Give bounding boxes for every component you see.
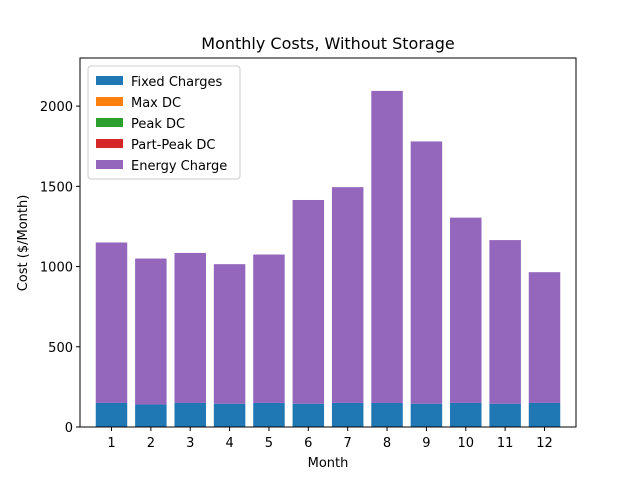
- x-tick-label: 12: [536, 436, 553, 451]
- legend-label-1: Max DC: [131, 96, 181, 111]
- bar-12-series-0: [528, 402, 561, 427]
- plot-frame: [79, 57, 577, 428]
- bar-1-series-0: [95, 402, 128, 427]
- bar-7-series-4: [331, 187, 364, 403]
- y-axis-label: Cost ($/Month): [16, 195, 31, 292]
- bar-4-series-4: [213, 264, 246, 404]
- x-tick-label: 9: [422, 436, 430, 451]
- bar-1-series-4: [95, 242, 128, 403]
- y-tick-label: 500: [48, 341, 73, 356]
- legend-swatch-4: [96, 160, 123, 169]
- legend-label-2: Peak DC: [131, 117, 185, 132]
- y-tick-label: 1500: [40, 180, 73, 195]
- legend: Fixed Charges Max DC Peak DC Part-Peak DC En…: [87, 65, 241, 180]
- bar-11-series-4: [489, 240, 521, 404]
- legend-label-4: Energy Charge: [131, 159, 227, 174]
- bar-5-series-4: [253, 254, 285, 403]
- legend-box: [87, 65, 241, 180]
- bar-11-series-0: [489, 403, 521, 427]
- x-tick-label: 10: [458, 436, 475, 451]
- legend-label-0: Fixed Charges: [131, 75, 222, 90]
- bar-4-series-0: [213, 403, 246, 427]
- legend-swatch-2: [96, 118, 123, 127]
- bar-8-series-0: [371, 402, 403, 427]
- x-tick-label: 3: [186, 436, 194, 451]
- bar-10-series-4: [450, 217, 482, 403]
- bar-6-series-0: [292, 403, 325, 427]
- bar-2-series-0: [135, 404, 167, 427]
- bar-9-series-0: [410, 403, 443, 427]
- bar-2-series-4: [135, 258, 167, 405]
- bar-10-series-0: [450, 402, 482, 427]
- y-tick-label: 0: [65, 421, 73, 436]
- y-tick-label: 2000: [40, 100, 73, 115]
- legend-swatch-1: [96, 97, 123, 106]
- legend-swatch-3: [96, 139, 123, 148]
- bar-7-series-0: [331, 402, 364, 427]
- bars-group: [95, 90, 561, 427]
- bar-12-series-4: [528, 272, 561, 403]
- bar-6-series-4: [292, 199, 325, 404]
- x-tick-label: 11: [497, 436, 514, 451]
- bar-3-series-4: [174, 252, 206, 403]
- legend-label-3: Part-Peak DC: [131, 138, 215, 153]
- bar-9-series-4: [410, 141, 443, 404]
- chart-title: Monthly Costs, Without Storage: [201, 34, 454, 53]
- bar-5-series-0: [253, 402, 285, 427]
- bar-8-series-4: [371, 90, 403, 403]
- bar-3-series-0: [174, 402, 206, 427]
- y-tick-label: 1000: [40, 261, 73, 276]
- x-tick-label: 7: [344, 436, 352, 451]
- legend-swatch-0: [96, 76, 123, 85]
- x-tick-label: 2: [147, 436, 155, 451]
- x-tick-label: 8: [383, 436, 391, 451]
- x-tick-label: 5: [265, 436, 273, 451]
- x-tick-label: 1: [107, 436, 115, 451]
- x-tick-label: 6: [304, 436, 312, 451]
- x-axis-label: Month: [308, 456, 349, 471]
- x-tick-label: 4: [225, 436, 233, 451]
